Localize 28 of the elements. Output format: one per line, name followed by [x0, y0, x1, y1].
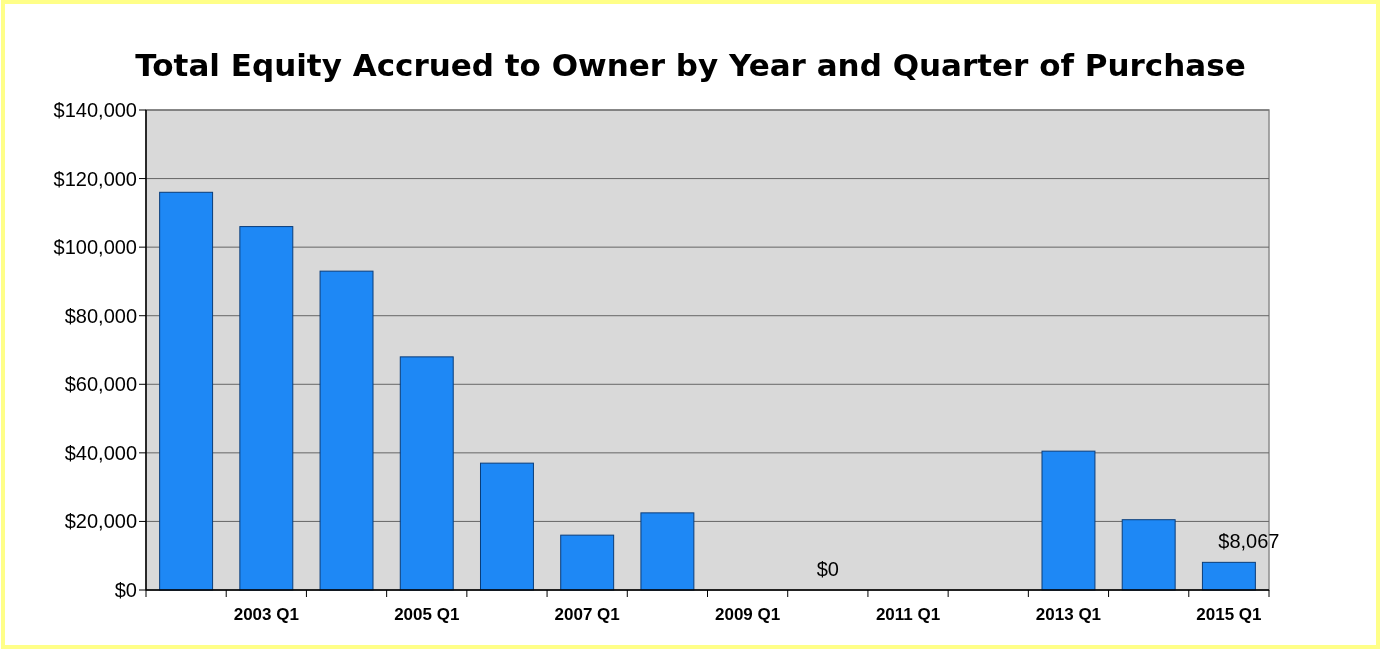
bar	[1041, 450, 1096, 591]
x-tick-label: 2003 Q1	[233, 605, 299, 624]
chart-title: Total Equity Accrued to Owner by Year and Quarter of Purchase	[135, 47, 1246, 83]
y-tick-label: $80,000	[64, 304, 137, 327]
y-tick-label: $140,000	[53, 99, 137, 121]
x-tick-label: 2009 Q1	[714, 605, 781, 624]
y-tick-label: $20,000	[64, 510, 137, 533]
y-tick-label: $60,000	[64, 373, 137, 396]
bar	[239, 226, 294, 591]
bar	[640, 512, 695, 591]
data-label: $8,067	[1218, 530, 1280, 553]
bar	[1201, 561, 1256, 591]
bar	[479, 462, 534, 591]
x-tick-label: 2005 Q1	[394, 605, 460, 624]
x-tick-label: 2011 Q1	[875, 605, 941, 624]
data-label: $0	[816, 558, 839, 580]
y-tick-label: $40,000	[64, 441, 137, 464]
y-tick-label: $0	[114, 579, 137, 601]
x-tick-label: 2013 Q1	[1035, 605, 1102, 624]
y-tick-label: $100,000	[53, 236, 137, 259]
bar	[560, 534, 615, 591]
x-tick-label: 2015 Q1	[1196, 605, 1262, 624]
x-tick-label: 2007 Q1	[554, 605, 620, 624]
bar	[399, 356, 454, 591]
bar	[159, 191, 214, 591]
bar	[319, 270, 374, 591]
bar	[1121, 519, 1176, 591]
y-tick-label: $120,000	[53, 167, 137, 190]
